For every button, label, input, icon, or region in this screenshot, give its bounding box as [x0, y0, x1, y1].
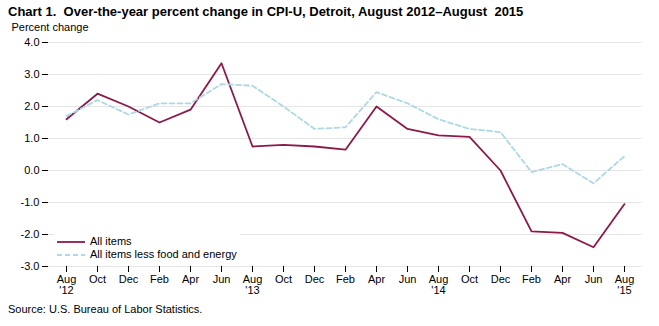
- svg-text:2.0: 2.0: [24, 100, 39, 112]
- svg-text:Aug'13: Aug'13: [243, 273, 263, 296]
- html-text:Source: U.S. Bureau of Labor S: Source: U.S. Bureau of Labor Statistics.: [8, 303, 203, 315]
- svg-text:Dec: Dec: [305, 273, 325, 285]
- svg-text:Feb: Feb: [150, 273, 169, 285]
- svg-text:Apr: Apr: [182, 273, 199, 285]
- svg-text:Jun: Jun: [585, 273, 603, 285]
- html-text:All items: All items: [90, 235, 132, 247]
- svg-text:-1.0: -1.0: [21, 196, 40, 208]
- svg-text:Apr: Apr: [554, 273, 571, 285]
- svg-text:Oct: Oct: [461, 273, 478, 285]
- svg-text:Jun: Jun: [213, 273, 231, 285]
- svg-text:Feb: Feb: [336, 273, 355, 285]
- svg-text:Percent change: Percent change: [12, 21, 89, 33]
- svg-text:Jun: Jun: [399, 273, 417, 285]
- svg-text:Feb: Feb: [522, 273, 541, 285]
- svg-text:Aug'14: Aug'14: [429, 273, 449, 296]
- svg-text:1.0: 1.0: [24, 132, 39, 144]
- svg-text:Dec: Dec: [119, 273, 139, 285]
- html-text:Chart 1. Over-the-year percent: Chart 1. Over-the-year percent change in…: [8, 4, 524, 19]
- svg-text:Oct: Oct: [89, 273, 106, 285]
- svg-text:Aug'12: Aug'12: [57, 273, 77, 296]
- svg-text:Dec: Dec: [491, 273, 511, 285]
- svg-text:-3.0: -3.0: [21, 260, 40, 272]
- svg-text:-2.0: -2.0: [21, 228, 40, 240]
- svg-text:0.0: 0.0: [24, 164, 39, 176]
- svg-text:3.0: 3.0: [24, 68, 39, 80]
- svg-text:Apr: Apr: [368, 273, 385, 285]
- svg-text:4.0: 4.0: [24, 36, 39, 48]
- svg-text:Oct: Oct: [275, 273, 292, 285]
- html-text:All items less food and energy: All items less food and energy: [90, 248, 237, 260]
- svg-text:Aug'15: Aug'15: [615, 273, 635, 296]
